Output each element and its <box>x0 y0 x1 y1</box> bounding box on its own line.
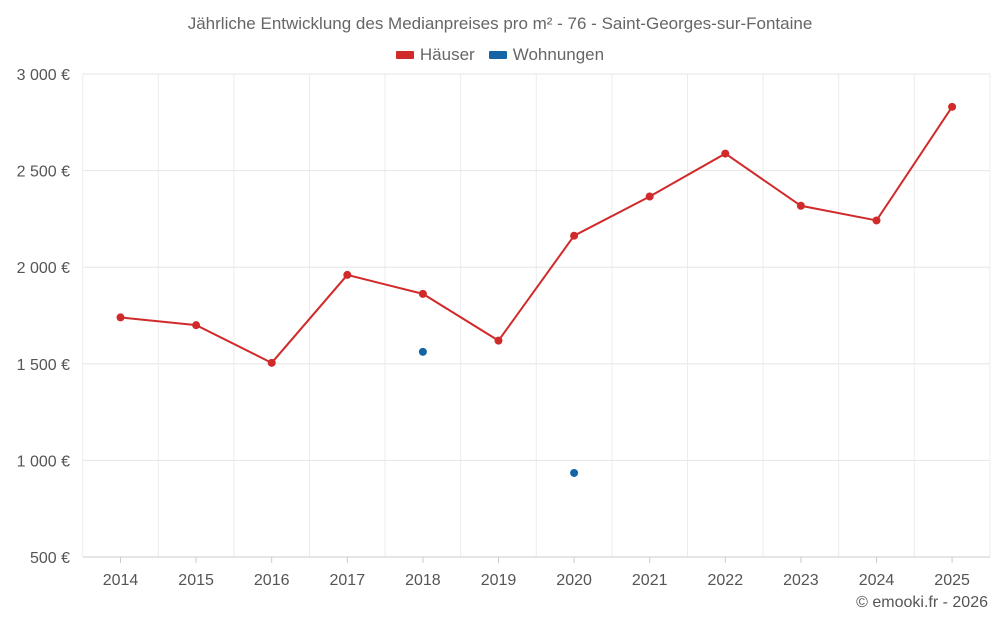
y-tick-label: 1 500 € <box>17 357 70 374</box>
data-point-haeuser[interactable] <box>948 102 957 111</box>
legend-label-wohnungen: Wohnungen <box>512 45 605 64</box>
x-tick-label: 2022 <box>708 572 744 589</box>
x-tick-label: 2016 <box>254 572 290 589</box>
data-point-haeuser[interactable] <box>645 192 654 201</box>
data-point-haeuser[interactable] <box>192 321 201 330</box>
legend-item-haeuser[interactable]: Häuser <box>395 45 475 65</box>
data-point-wohnungen[interactable] <box>570 468 579 477</box>
data-point-haeuser[interactable] <box>721 149 730 158</box>
data-point-haeuser[interactable] <box>418 289 427 298</box>
legend-swatch-haeuser <box>395 51 414 59</box>
legend-item-wohnungen[interactable]: Wohnungen <box>488 45 605 65</box>
legend-label-haeuser: Häuser <box>419 45 475 64</box>
x-tick-label: 2014 <box>103 572 139 589</box>
y-tick-label: 1 000 € <box>17 453 70 470</box>
x-tick-label: 2018 <box>405 572 441 589</box>
x-tick-label: 2021 <box>632 572 668 589</box>
x-tick-label: 2015 <box>178 572 214 589</box>
series-line-haeuser <box>120 106 953 365</box>
data-point-wohnungen[interactable] <box>418 347 427 356</box>
legend: Häuser Wohnungen <box>0 45 1000 65</box>
x-tick-label: 2025 <box>934 572 970 589</box>
data-point-haeuser[interactable] <box>343 270 352 279</box>
data-point-haeuser[interactable] <box>872 216 881 225</box>
chart-title: Jährliche Entwicklung des Medianpreises … <box>187 14 813 33</box>
x-tick-label: 2023 <box>783 572 819 589</box>
legend-swatch-wohnungen <box>488 51 507 59</box>
y-tick-label: 2 000 € <box>17 260 70 277</box>
data-point-haeuser[interactable] <box>116 313 125 322</box>
x-tick-label: 2024 <box>859 572 895 589</box>
x-tick-label: 2020 <box>556 572 592 589</box>
credit-text: © emooki.fr - 2026 <box>856 594 988 611</box>
data-point-haeuser[interactable] <box>796 201 805 210</box>
y-tick-label: 2 500 € <box>17 164 70 181</box>
y-tick-label: 3 000 € <box>17 67 70 84</box>
y-tick-label: 500 € <box>30 550 70 567</box>
x-tick-label: 2017 <box>330 572 366 589</box>
x-tick-label: 2019 <box>481 572 517 589</box>
data-point-haeuser[interactable] <box>570 231 579 240</box>
data-point-haeuser[interactable] <box>267 358 276 367</box>
data-point-haeuser[interactable] <box>494 336 503 345</box>
